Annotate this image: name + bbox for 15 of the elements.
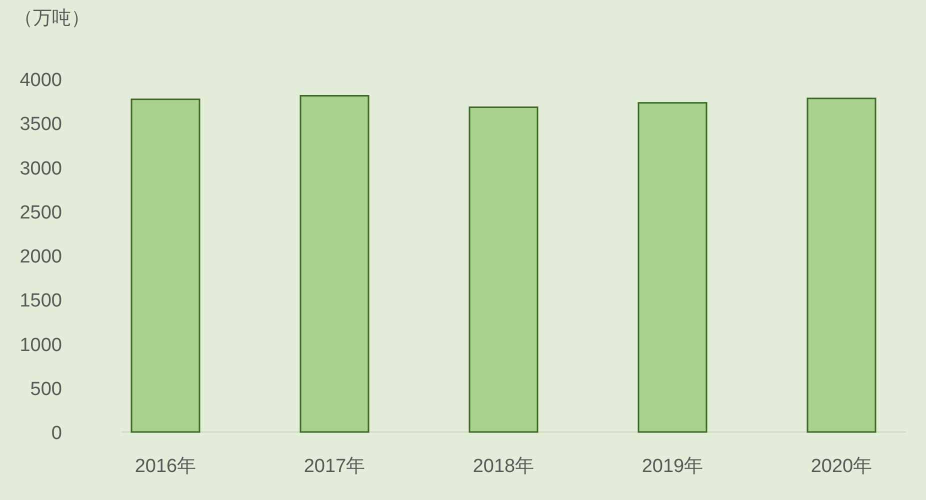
x-tick-label: 2019年 [642, 456, 704, 477]
x-tick-label: 2020年 [810, 456, 872, 477]
x-tick-label: 2016年 [134, 456, 196, 477]
y-tick-label: 1500 [20, 290, 62, 312]
y-tick-label: 3000 [20, 158, 62, 180]
y-tick-label: 1000 [20, 334, 62, 356]
x-tick-label: 2017年 [304, 456, 366, 477]
y-axis-title: （万吨） [14, 8, 90, 29]
y-tick-label: 500 [30, 378, 62, 400]
x-tick-label: 2018年 [472, 456, 534, 477]
y-tick-label: 0 [51, 423, 62, 444]
y-tick-label: 3500 [20, 114, 62, 136]
y-tick-label: 2500 [20, 202, 62, 224]
y-tick-label: 2000 [20, 246, 62, 268]
y-tick-label: 4000 [20, 70, 62, 91]
